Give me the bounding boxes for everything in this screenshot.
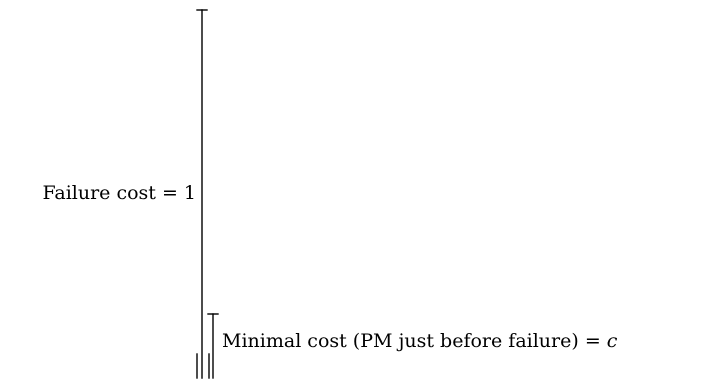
failure-cost-label: Failure cost = 1 (42, 182, 196, 204)
minimal-cost-variable: c (606, 330, 618, 352)
minimal-cost-label: Minimal cost (PM just before failure) = … (222, 332, 617, 351)
minimal-cost-label-prefix: Minimal cost (PM just before failure) = (222, 330, 607, 352)
